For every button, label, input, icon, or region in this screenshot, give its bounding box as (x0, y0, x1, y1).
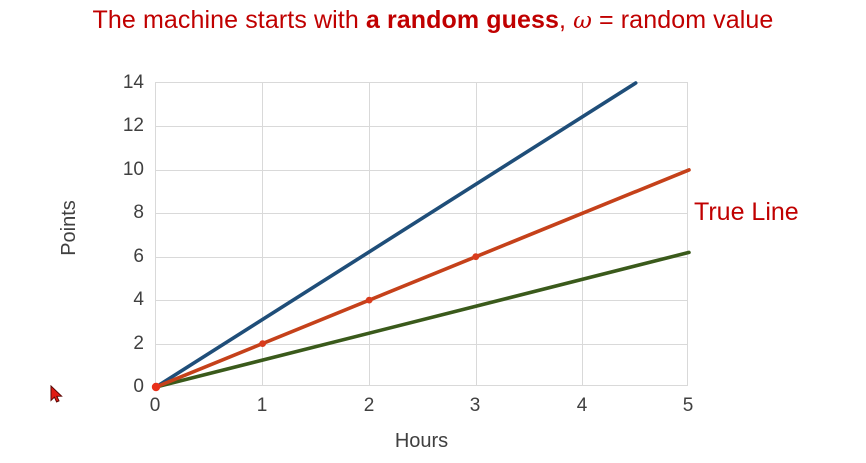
y-axis-ticks: 14 12 10 8 6 4 2 0 (100, 73, 144, 396)
y-axis-title: Points (58, 200, 80, 256)
y-tick-14: 14 (122, 72, 144, 93)
title-text-part3: = random value (591, 6, 774, 34)
x-axis-title: Hours (394, 430, 449, 452)
x-tick-0: 0 (149, 395, 161, 416)
gridline-y-8 (156, 213, 687, 214)
gridline-x-1 (262, 83, 263, 385)
x-tick-2: 2 (363, 395, 375, 416)
x-tick-3: 3 (469, 395, 481, 416)
gridline-x-2 (369, 83, 370, 385)
y-tick-12: 12 (122, 115, 144, 136)
data-point-marker (472, 253, 480, 261)
y-tick-4: 4 (133, 289, 144, 310)
plot-area (151, 81, 691, 392)
x-tick-1: 1 (256, 395, 268, 416)
x-tick-5: 5 (682, 395, 694, 416)
data-point-marker (151, 382, 161, 392)
data-point-marker (365, 296, 373, 304)
x-tick-4: 4 (576, 395, 588, 416)
title-text-comma: , (559, 6, 574, 34)
title-text-part1: The machine starts with (92, 6, 366, 34)
series-canvas (151, 81, 691, 392)
series-lower-line (154, 250, 691, 389)
omega-symbol: ω (573, 8, 592, 34)
gridline-y-2 (156, 344, 687, 345)
y-tick-0: 0 (133, 376, 144, 397)
series-random-guess-line (154, 81, 638, 389)
gridline-y-4 (156, 300, 687, 301)
gridline-x-4 (582, 83, 583, 385)
series-true-line (154, 168, 691, 389)
gridline-x-3 (476, 83, 477, 385)
slide-title: The machine starts with a random guess, … (0, 4, 866, 37)
y-tick-10: 10 (122, 159, 144, 180)
y-tick-2: 2 (133, 333, 144, 354)
y-tick-6: 6 (133, 246, 144, 267)
gridline-y-12 (156, 126, 687, 127)
true-line-annotation: True Line (694, 198, 799, 226)
mouse-pointer-icon (50, 385, 63, 403)
title-text-bold: a random guess (365, 6, 560, 34)
gridline-y-10 (156, 170, 687, 171)
gridline-y-6 (156, 257, 687, 258)
line-chart: Points 14 12 10 8 6 4 2 0 (0, 46, 866, 463)
data-point-marker (259, 340, 266, 347)
y-tick-8: 8 (133, 202, 144, 223)
x-axis-ticks: 0 1 2 3 4 5 (150, 395, 694, 422)
